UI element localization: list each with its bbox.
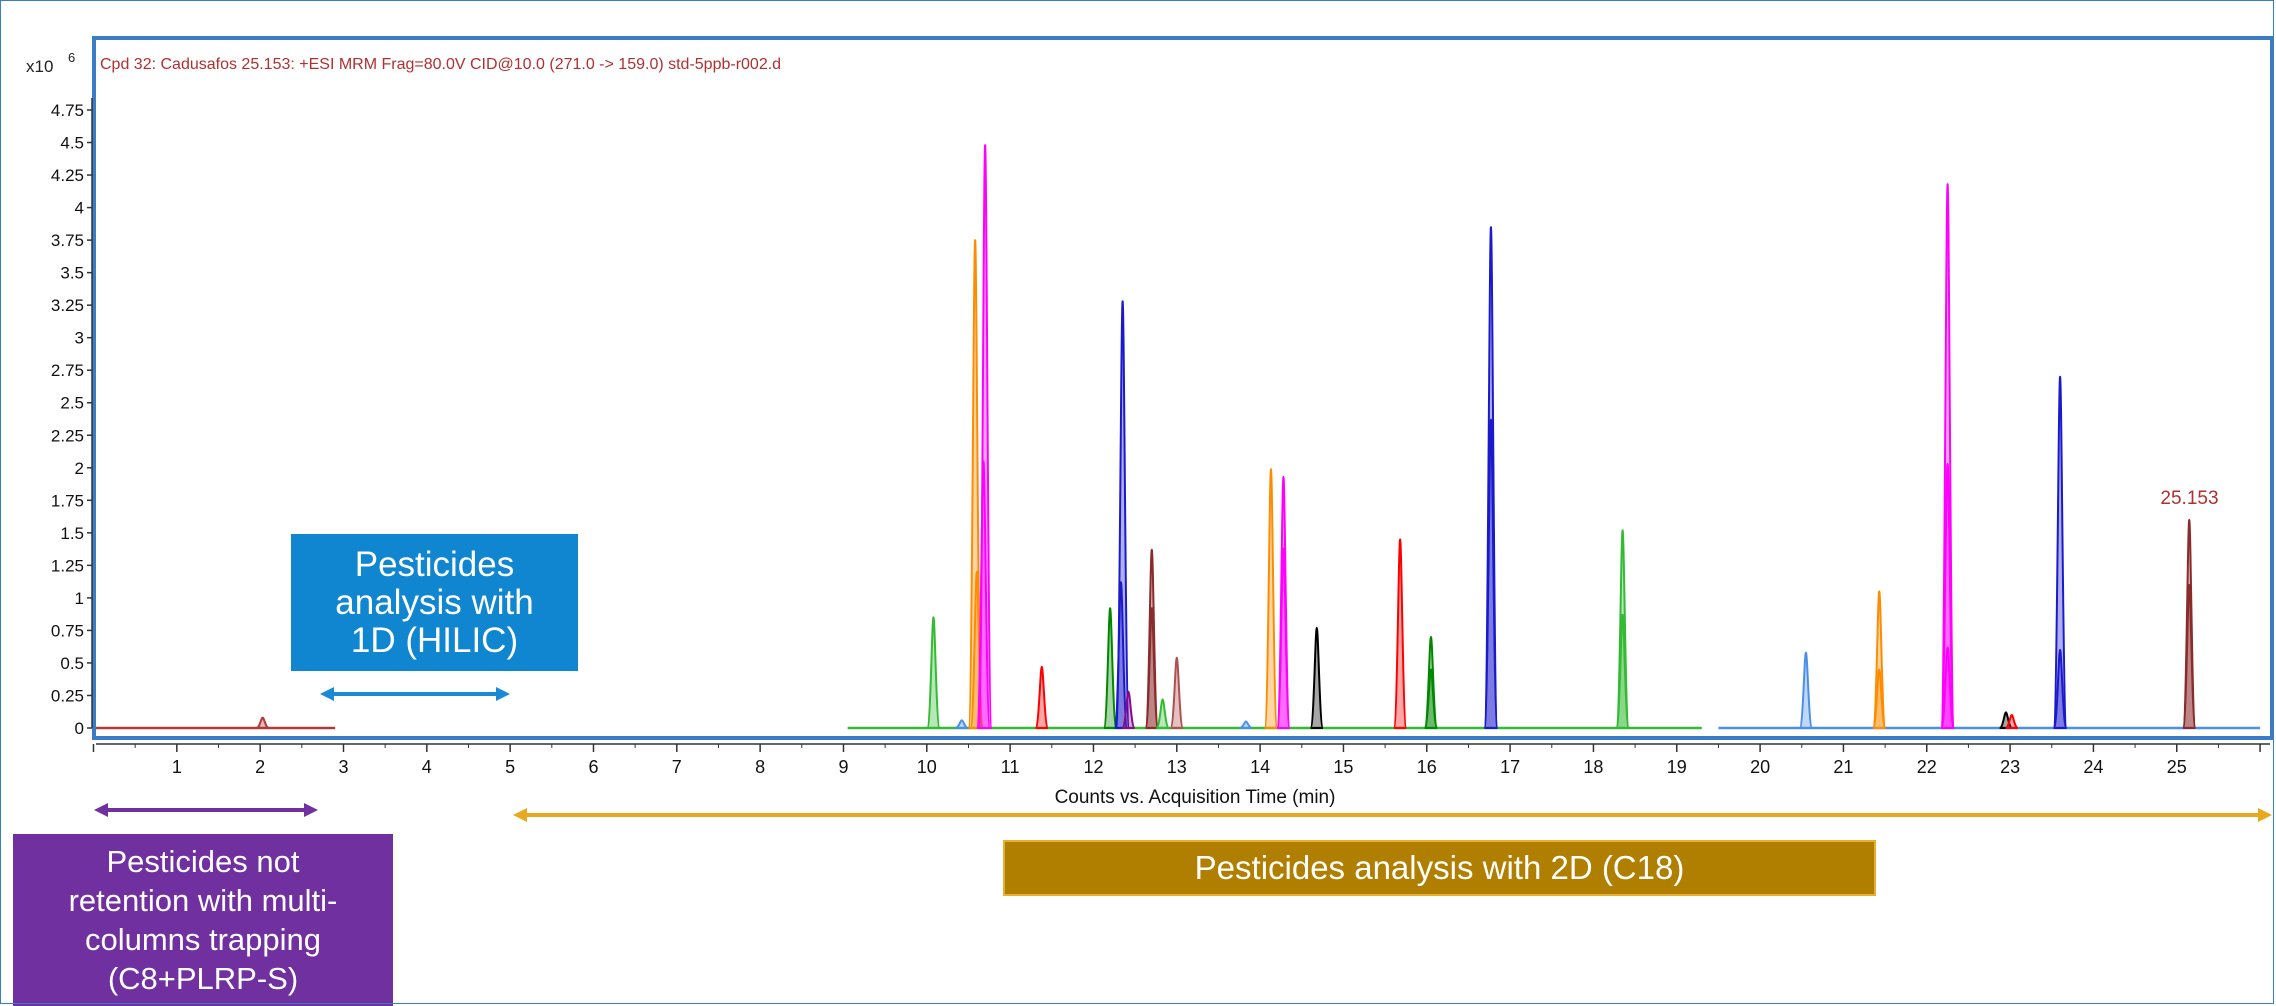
range-arrow-head-left [513, 808, 527, 822]
x-tick-label: 1 [172, 757, 182, 777]
c18-callout: Pesticides analysis with 2D (C18) [1003, 840, 1876, 896]
range-arrow-head-left [320, 687, 334, 701]
x-axis: 1 2 3 4 5 6 7 8 9 10 11 12 13 14 15 16 17 18 19 20 21 22 23 24 2… [92, 743, 2270, 777]
y-multiplier-exponent: 6 [68, 50, 75, 65]
peak [1423, 668, 1439, 729]
y-tick-label: 3.75 [51, 231, 84, 250]
x-tick-label: 15 [1333, 757, 1353, 777]
x-tick-label: 9 [838, 757, 848, 777]
peak [1309, 626, 1325, 729]
x-tick-label: 19 [1667, 757, 1687, 777]
y-tick-label: 2.25 [51, 426, 84, 445]
y-tick-label: 3.5 [60, 264, 84, 283]
x-tick-label: 8 [755, 757, 765, 777]
peak [1239, 720, 1253, 729]
peak [1798, 651, 1814, 729]
hilic-callout: Pesticides analysis with 1D (HILIC) [291, 534, 578, 671]
peak [1940, 462, 1956, 729]
x-tick-label: 6 [588, 757, 598, 777]
range-arrow-head-right [2258, 808, 2272, 822]
range-arrow-head-right [304, 803, 318, 817]
x-tick-label: 4 [422, 757, 432, 777]
peak [1155, 698, 1170, 729]
peak [1034, 665, 1050, 729]
x-tick-label: 14 [1250, 757, 1270, 777]
peak [1872, 668, 1887, 729]
y-tick-label: 1 [75, 589, 84, 608]
x-tick-label: 24 [2083, 757, 2103, 777]
peaks [256, 144, 2197, 729]
peak [2005, 713, 2019, 729]
range-arrows [94, 687, 2272, 822]
x-tick-label: 21 [1833, 757, 1853, 777]
peak [1615, 613, 1630, 729]
y-tick-label: 3 [75, 329, 84, 348]
x-axis-label: Counts vs. Acquisition Time (min) [1055, 787, 1336, 808]
x-tick-label: 3 [338, 757, 348, 777]
x-tick-label: 23 [2000, 757, 2020, 777]
peak [975, 460, 992, 729]
y-tick-label: 3.25 [51, 296, 84, 315]
range-arrow-head-left [94, 803, 108, 817]
peak [1872, 590, 1887, 729]
x-tick-label: 25 [2167, 757, 2187, 777]
x-tick-label: 12 [1083, 757, 1103, 777]
y-tick-label: 4.25 [51, 166, 84, 185]
x-tick-label: 10 [917, 757, 937, 777]
range-arrow-head-right [496, 687, 510, 701]
peak [2052, 648, 2068, 729]
trapping-callout: Pesticides not retention with multi- col… [13, 834, 393, 1006]
peak [955, 719, 969, 729]
y-tick-label: 2.75 [51, 361, 84, 380]
x-tick-label: 11 [1001, 757, 1020, 777]
peak [1102, 607, 1118, 729]
peak [2182, 583, 2197, 729]
x-tick-label: 13 [1167, 757, 1187, 777]
x-tick-label: 5 [505, 757, 515, 777]
y-multiplier-label: x10 [26, 57, 53, 76]
y-tick-label: 2.5 [60, 394, 84, 413]
y-tick-label: 1.5 [60, 524, 84, 543]
peak [2052, 375, 2068, 729]
plot-frame [92, 36, 2274, 740]
x-tick-label: 16 [1417, 757, 1437, 777]
y-tick-label: 1.25 [51, 556, 84, 575]
x-tick-label: 17 [1500, 757, 1520, 777]
y-tick-label: 1.75 [51, 491, 84, 510]
peak [1169, 656, 1185, 729]
y-tick-label: 4.5 [60, 134, 84, 153]
peak [1940, 646, 1955, 729]
y-tick-label: 0.75 [51, 621, 84, 640]
peak [1121, 690, 1136, 729]
peak [1276, 547, 1291, 729]
chart-title: Cpd 32: Cadusafos 25.153: +ESI MRM Frag=… [100, 56, 781, 73]
y-tick-label: 4 [75, 199, 84, 218]
y-tick-label: 0 [75, 719, 84, 738]
peak [1483, 418, 1499, 729]
y-tick-label: 2 [75, 459, 84, 478]
x-tick-label: 7 [672, 757, 682, 777]
peak [926, 616, 941, 729]
peak [1263, 468, 1279, 729]
y-axis: 0 0.25 0.5 0.75 1 1.25 1.5 1.75 2 2.25 2.5 2.75 3 3.2… [51, 98, 93, 738]
peak-annotation-label: 25.153 [2160, 488, 2218, 509]
y-tick-label: 4.75 [51, 101, 84, 120]
peak [1392, 538, 1408, 729]
x-tick-label: 18 [1583, 757, 1603, 777]
x-tick-label: 22 [1917, 757, 1937, 777]
peak [256, 716, 270, 729]
y-tick-label: 0.5 [60, 654, 84, 673]
peak [1144, 607, 1160, 729]
x-tick-label: 20 [1750, 757, 1770, 777]
x-tick-label: 2 [255, 757, 265, 777]
peak [1113, 581, 1129, 729]
y-tick-label: 0.25 [51, 686, 84, 705]
